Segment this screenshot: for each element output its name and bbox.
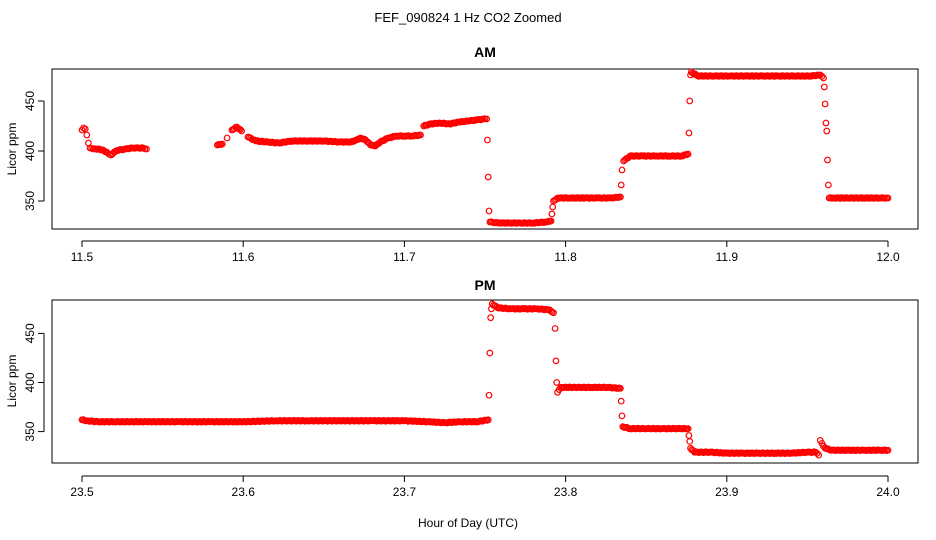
- am-y-tick-label: 450: [23, 91, 37, 111]
- pm-points: [78, 300, 892, 459]
- pm-data-point: [815, 451, 823, 459]
- am-data-point: [818, 72, 826, 80]
- pm-data-point: [486, 349, 494, 357]
- pm-data-point: [686, 438, 694, 445]
- pm-data-point: [813, 449, 821, 457]
- pm-x-tick-label: 24.0: [876, 485, 900, 499]
- am-panel-title: AM: [474, 44, 496, 60]
- pm-data-point: [552, 357, 560, 365]
- pm-y-tick-label: 400: [23, 372, 37, 392]
- pm-x-tick-label: 23.5: [70, 485, 94, 499]
- pm-data-point: [617, 397, 625, 405]
- am-data-point: [143, 145, 150, 153]
- am-data-point: [684, 150, 692, 158]
- am-data-point: [548, 210, 556, 218]
- am-data-point: [618, 166, 626, 174]
- pm-data-point: [550, 309, 557, 317]
- pm-data-point: [618, 412, 626, 420]
- am-data-point: [617, 181, 625, 189]
- am-data-point: [884, 194, 892, 202]
- am-data-point: [83, 131, 91, 139]
- am-y-axis-label: Licor ppm: [5, 123, 19, 176]
- am-data-point: [617, 193, 624, 201]
- am-data-point: [483, 115, 491, 123]
- pm-y-axis-label: Licor ppm: [5, 355, 19, 408]
- am-y-axis: 350 400 450: [23, 91, 45, 211]
- pm-plot-frame: [51, 299, 919, 464]
- am-data-point: [820, 74, 827, 82]
- am-x-tick-label: 12.0: [876, 250, 900, 264]
- am-x-tick-label: 11.9: [716, 250, 739, 264]
- am-data-point: [236, 126, 244, 134]
- am-data-point: [824, 156, 831, 164]
- pm-x-tick-label: 23.8: [554, 485, 578, 499]
- am-data-point: [685, 129, 693, 137]
- am-data-point: [484, 173, 492, 181]
- am-data-point: [485, 207, 493, 215]
- am-data-point: [823, 127, 831, 135]
- am-y-tick-label: 400: [23, 141, 37, 161]
- pm-data-point: [685, 432, 693, 439]
- am-data-point: [547, 217, 555, 225]
- am-data-point: [686, 97, 694, 105]
- am-data-point: [549, 203, 557, 211]
- pm-y-tick-label: 350: [23, 421, 37, 441]
- pm-data-point: [551, 325, 559, 332]
- pm-data-point: [485, 391, 493, 399]
- pm-data-point: [484, 416, 492, 424]
- am-x-tick-label: 11.7: [393, 250, 416, 264]
- am-x-tick-label: 11.8: [554, 250, 577, 264]
- am-data-point: [218, 140, 226, 148]
- pm-data-point: [684, 425, 692, 433]
- pm-y-axis: 350 400 450: [23, 323, 45, 442]
- am-x-tick-label: 11.5: [71, 250, 94, 264]
- am-x-tick-label: 11.6: [232, 250, 255, 264]
- am-data-point: [824, 181, 832, 189]
- x-axis-label: Hour of Day (UTC): [418, 516, 518, 530]
- am-data-point: [417, 131, 424, 139]
- pm-x-tick-label: 23.9: [715, 485, 739, 499]
- am-data-point: [484, 136, 491, 144]
- am-data-point: [81, 125, 89, 133]
- pm-data-point: [884, 446, 892, 454]
- am-data-point: [821, 100, 829, 108]
- pm-panel: PM 23.5 23.6 23.7 23.8 23.9 24.0 350 400 450 Li…: [5, 277, 919, 499]
- am-plot-frame: [51, 68, 919, 230]
- am-y-tick-label: 350: [23, 191, 37, 211]
- am-panel: AM 11.5 11.6 11.7 11.8 11.9 12.0 350 400 450 Li…: [5, 44, 919, 264]
- pm-x-tick-label: 23.7: [393, 485, 417, 499]
- am-points: [78, 68, 892, 227]
- pm-panel-title: PM: [475, 277, 496, 293]
- am-data-point: [223, 134, 231, 142]
- pm-data-point: [553, 379, 561, 386]
- pm-y-tick-label: 450: [23, 323, 37, 343]
- pm-data-point: [487, 314, 495, 322]
- am-data-point: [820, 83, 828, 91]
- am-data-point: [822, 119, 830, 127]
- am-data-point: [238, 127, 245, 135]
- pm-x-axis: 23.5 23.6 23.7 23.8 23.9 24.0: [70, 475, 900, 499]
- am-x-axis: 11.5 11.6 11.7 11.8 11.9 12.0: [71, 240, 900, 264]
- figure-title: FEF_090824 1 Hz CO2 Zoomed: [374, 10, 561, 25]
- pm-x-tick-label: 23.6: [232, 485, 256, 499]
- pm-data-point: [617, 384, 624, 392]
